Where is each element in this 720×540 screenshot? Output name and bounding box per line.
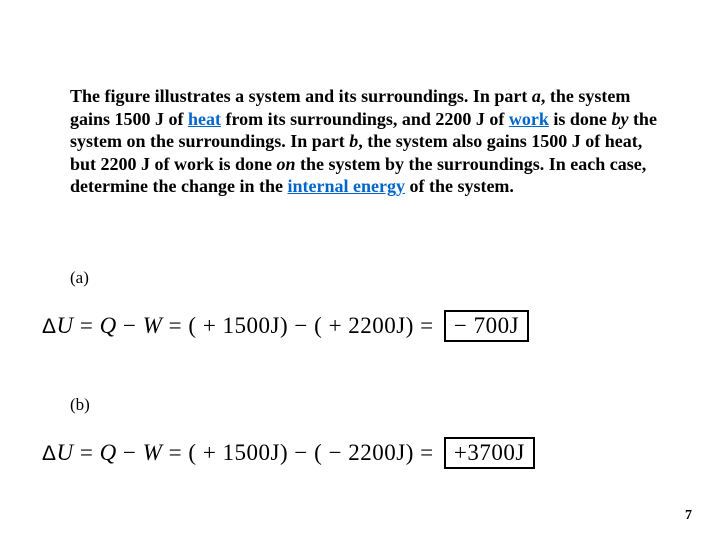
value-W-a: + 2200J (329, 313, 406, 338)
var-U: U (57, 313, 74, 338)
var-Q: Q (100, 440, 117, 465)
result-a-box: − 700J (444, 310, 529, 342)
value-Q-a: + 1500J (203, 313, 280, 338)
var-Q: Q (100, 313, 117, 338)
part-b-label: (b) (70, 395, 90, 415)
result-b-box: +3700J (444, 437, 535, 469)
link-work[interactable]: work (509, 109, 549, 129)
equation-b: ΔU = Q − W = ( + 1500J) − ( − 2200J) = +… (42, 437, 535, 469)
value-W-b: − 2200J (329, 440, 406, 465)
value-Q-b: + 1500J (203, 440, 280, 465)
page-number: 7 (685, 508, 692, 524)
var-W: W (143, 440, 163, 465)
slide-page: The figure illustrates a system and its … (0, 0, 720, 540)
var-U: U (57, 440, 74, 465)
part-a-label: (a) (70, 268, 89, 288)
link-internal-energy[interactable]: internal energy (287, 176, 404, 196)
var-W: W (143, 313, 163, 338)
delta-symbol: Δ (42, 315, 57, 338)
problem-statement: The figure illustrates a system and its … (70, 85, 660, 198)
equation-a: ΔU = Q − W = ( + 1500J) − ( + 2200J) = −… (42, 310, 529, 342)
delta-symbol: Δ (42, 442, 57, 465)
link-heat[interactable]: heat (188, 109, 221, 129)
